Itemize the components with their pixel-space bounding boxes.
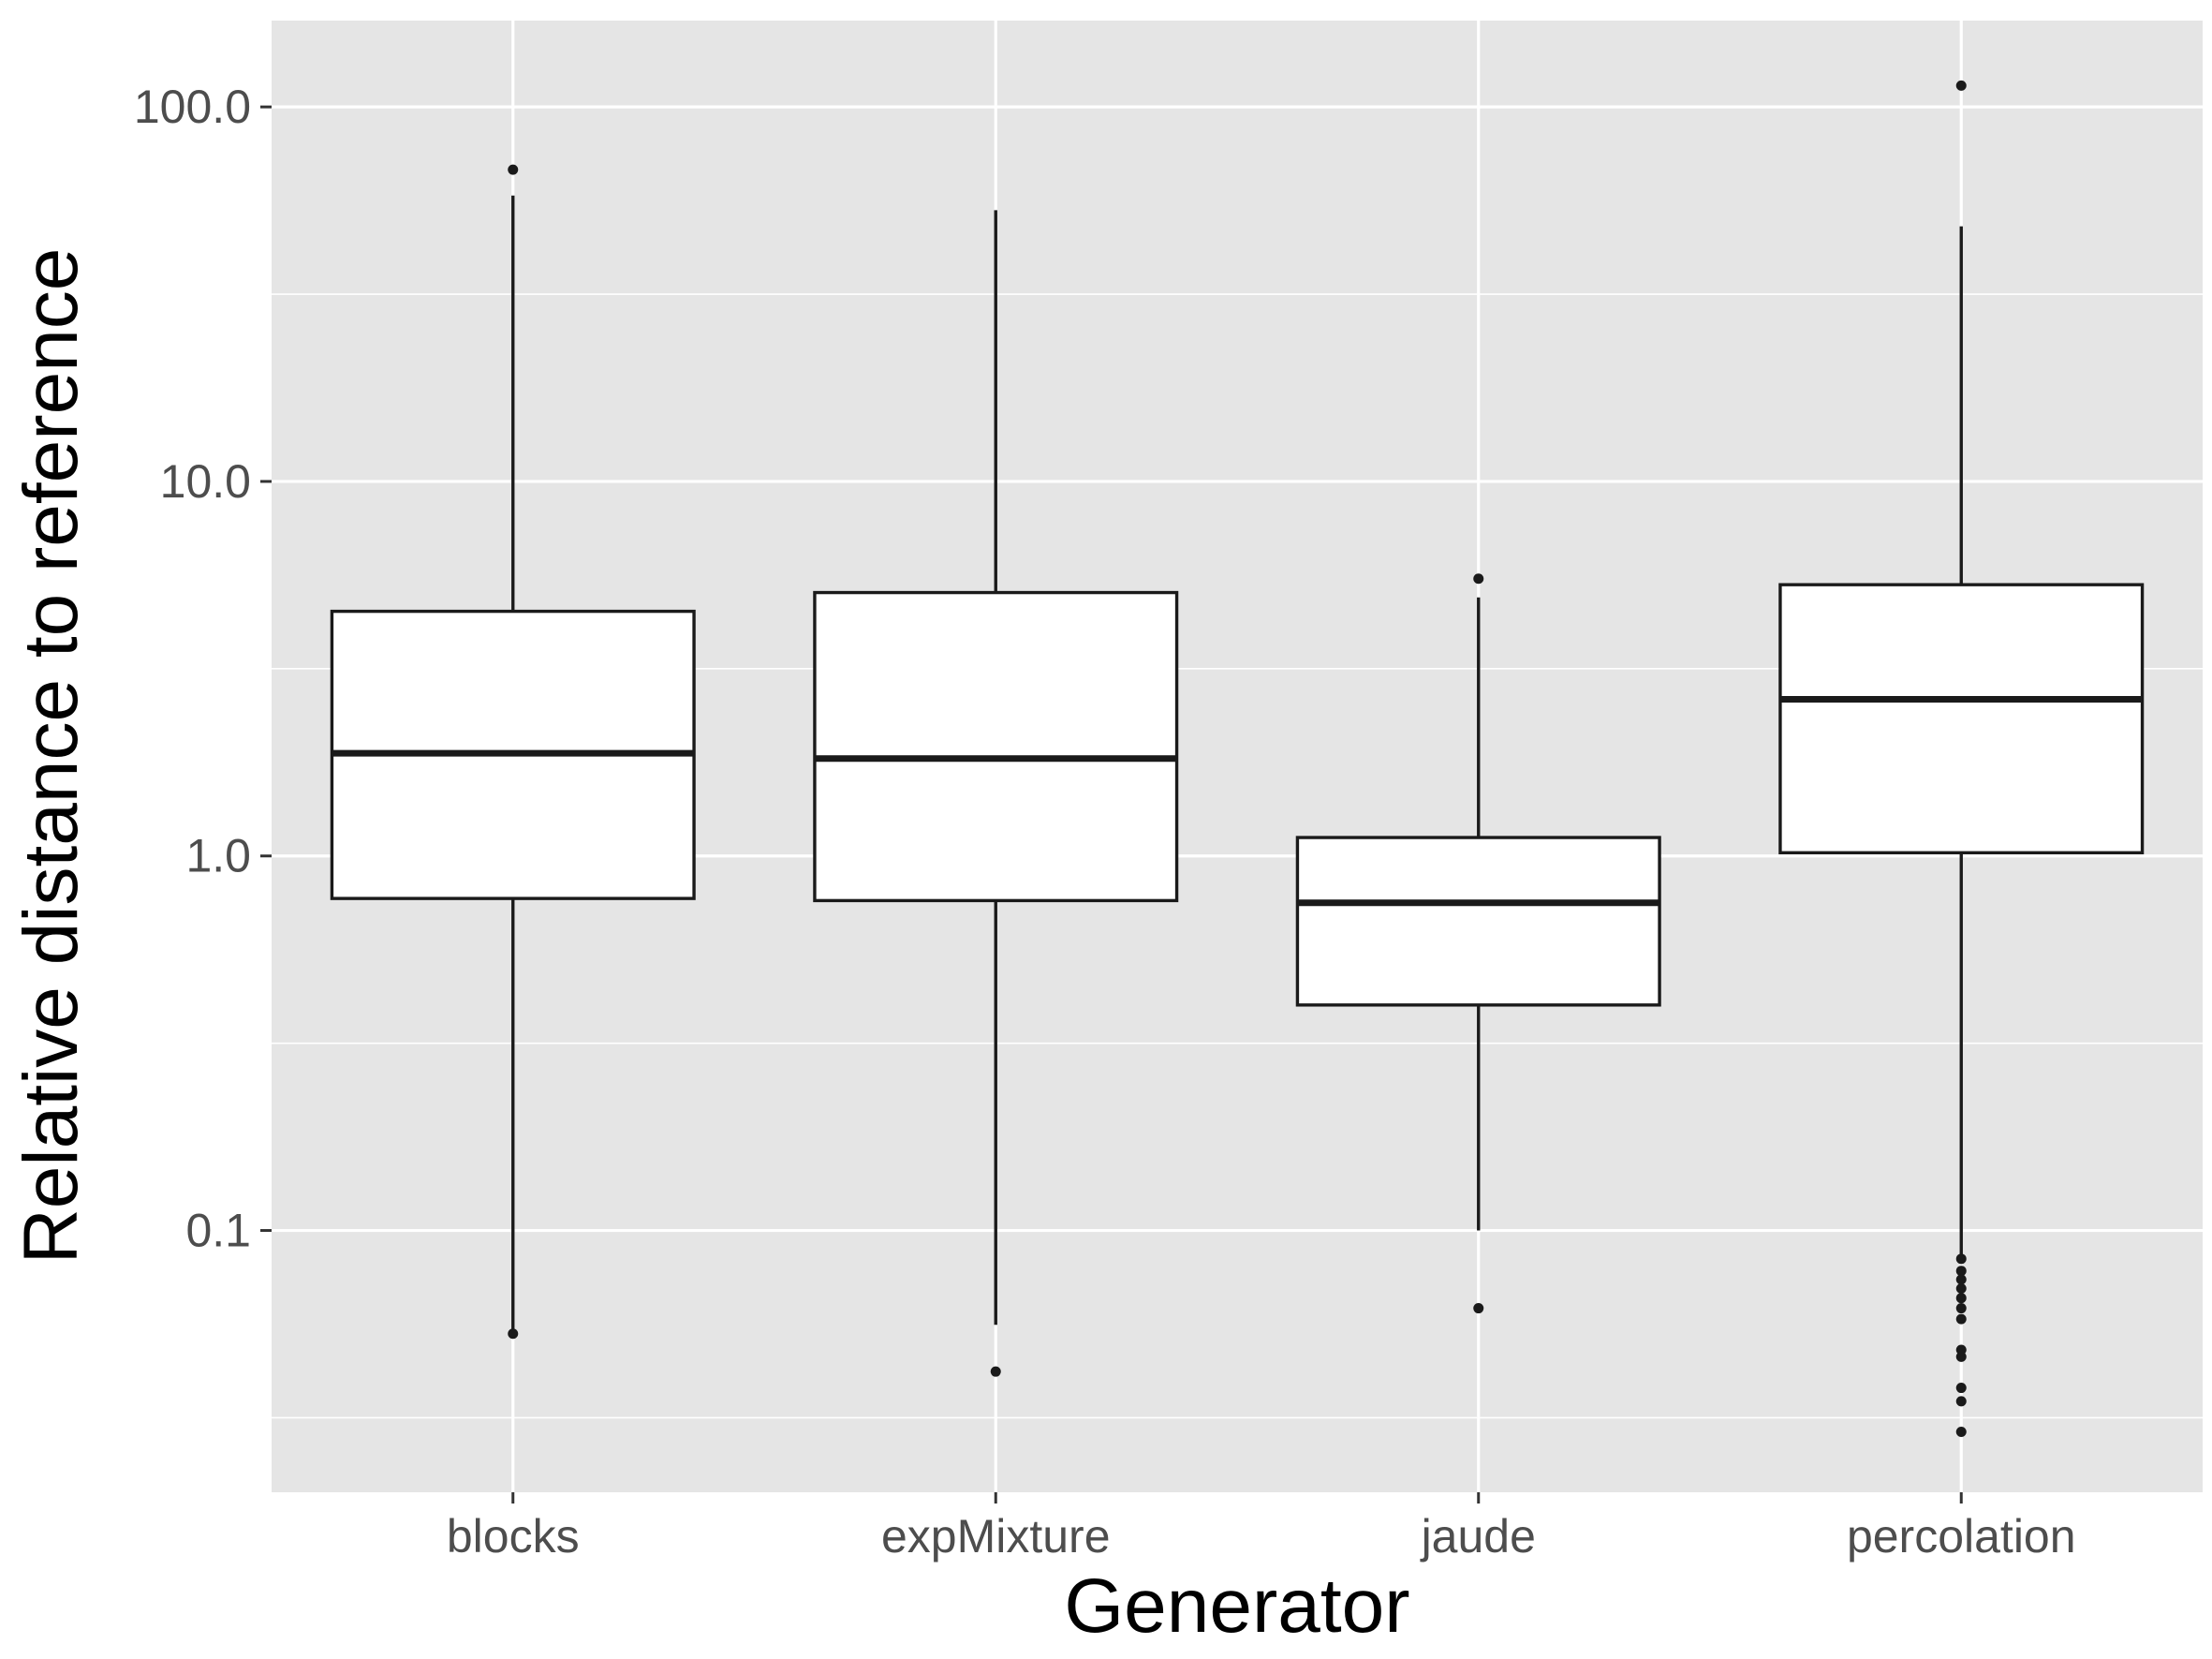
x-axis-ticks: blocks expMixture jaude percolation (447, 1492, 2076, 1563)
outlier-point (508, 164, 519, 175)
y-tick-label: 10.0 (160, 455, 251, 508)
box-blocks (330, 164, 696, 1340)
x-axis-title: Generator (1064, 1563, 1409, 1649)
outlier-point (1955, 1383, 1967, 1394)
outlier-point (1955, 80, 1967, 91)
outlier-point (1955, 1426, 1967, 1437)
outlier-point (1955, 1303, 1967, 1314)
outlier-point (1955, 1351, 1967, 1362)
outlier-point (1955, 1313, 1967, 1325)
y-tick-label: 1.0 (185, 830, 251, 882)
boxes (330, 80, 2145, 1437)
outlier-point (508, 1328, 519, 1340)
outlier-point (1955, 1396, 1967, 1407)
box-iqr (813, 590, 1179, 903)
x-tick-label: percolation (1847, 1510, 2076, 1563)
box-expMixture (813, 210, 1179, 1377)
y-tick-label: 100.0 (134, 81, 251, 133)
x-tick-label: expMixture (881, 1510, 1111, 1563)
y-axis-title: Relative distance to reference (8, 248, 94, 1265)
y-tick-label: 0.1 (185, 1205, 251, 1257)
outlier-point (1473, 1303, 1484, 1314)
outlier-point (990, 1366, 1001, 1377)
outlier-point (1955, 1282, 1967, 1294)
box-jaude (1295, 573, 1661, 1314)
outlier-point (1473, 573, 1484, 585)
outlier-point (1955, 1266, 1967, 1277)
box-iqr (1295, 836, 1661, 1007)
box-iqr (1778, 583, 2145, 855)
outlier-point (1955, 1274, 1967, 1285)
x-tick-label: jaude (1420, 1510, 1536, 1563)
outlier-point (1955, 1293, 1967, 1304)
box-percolation (1778, 80, 2145, 1437)
outlier-point (1955, 1253, 1967, 1265)
x-tick-label: blocks (447, 1510, 580, 1563)
y-axis-ticks: 0.1 1.0 10.0 100.0 (134, 81, 272, 1257)
